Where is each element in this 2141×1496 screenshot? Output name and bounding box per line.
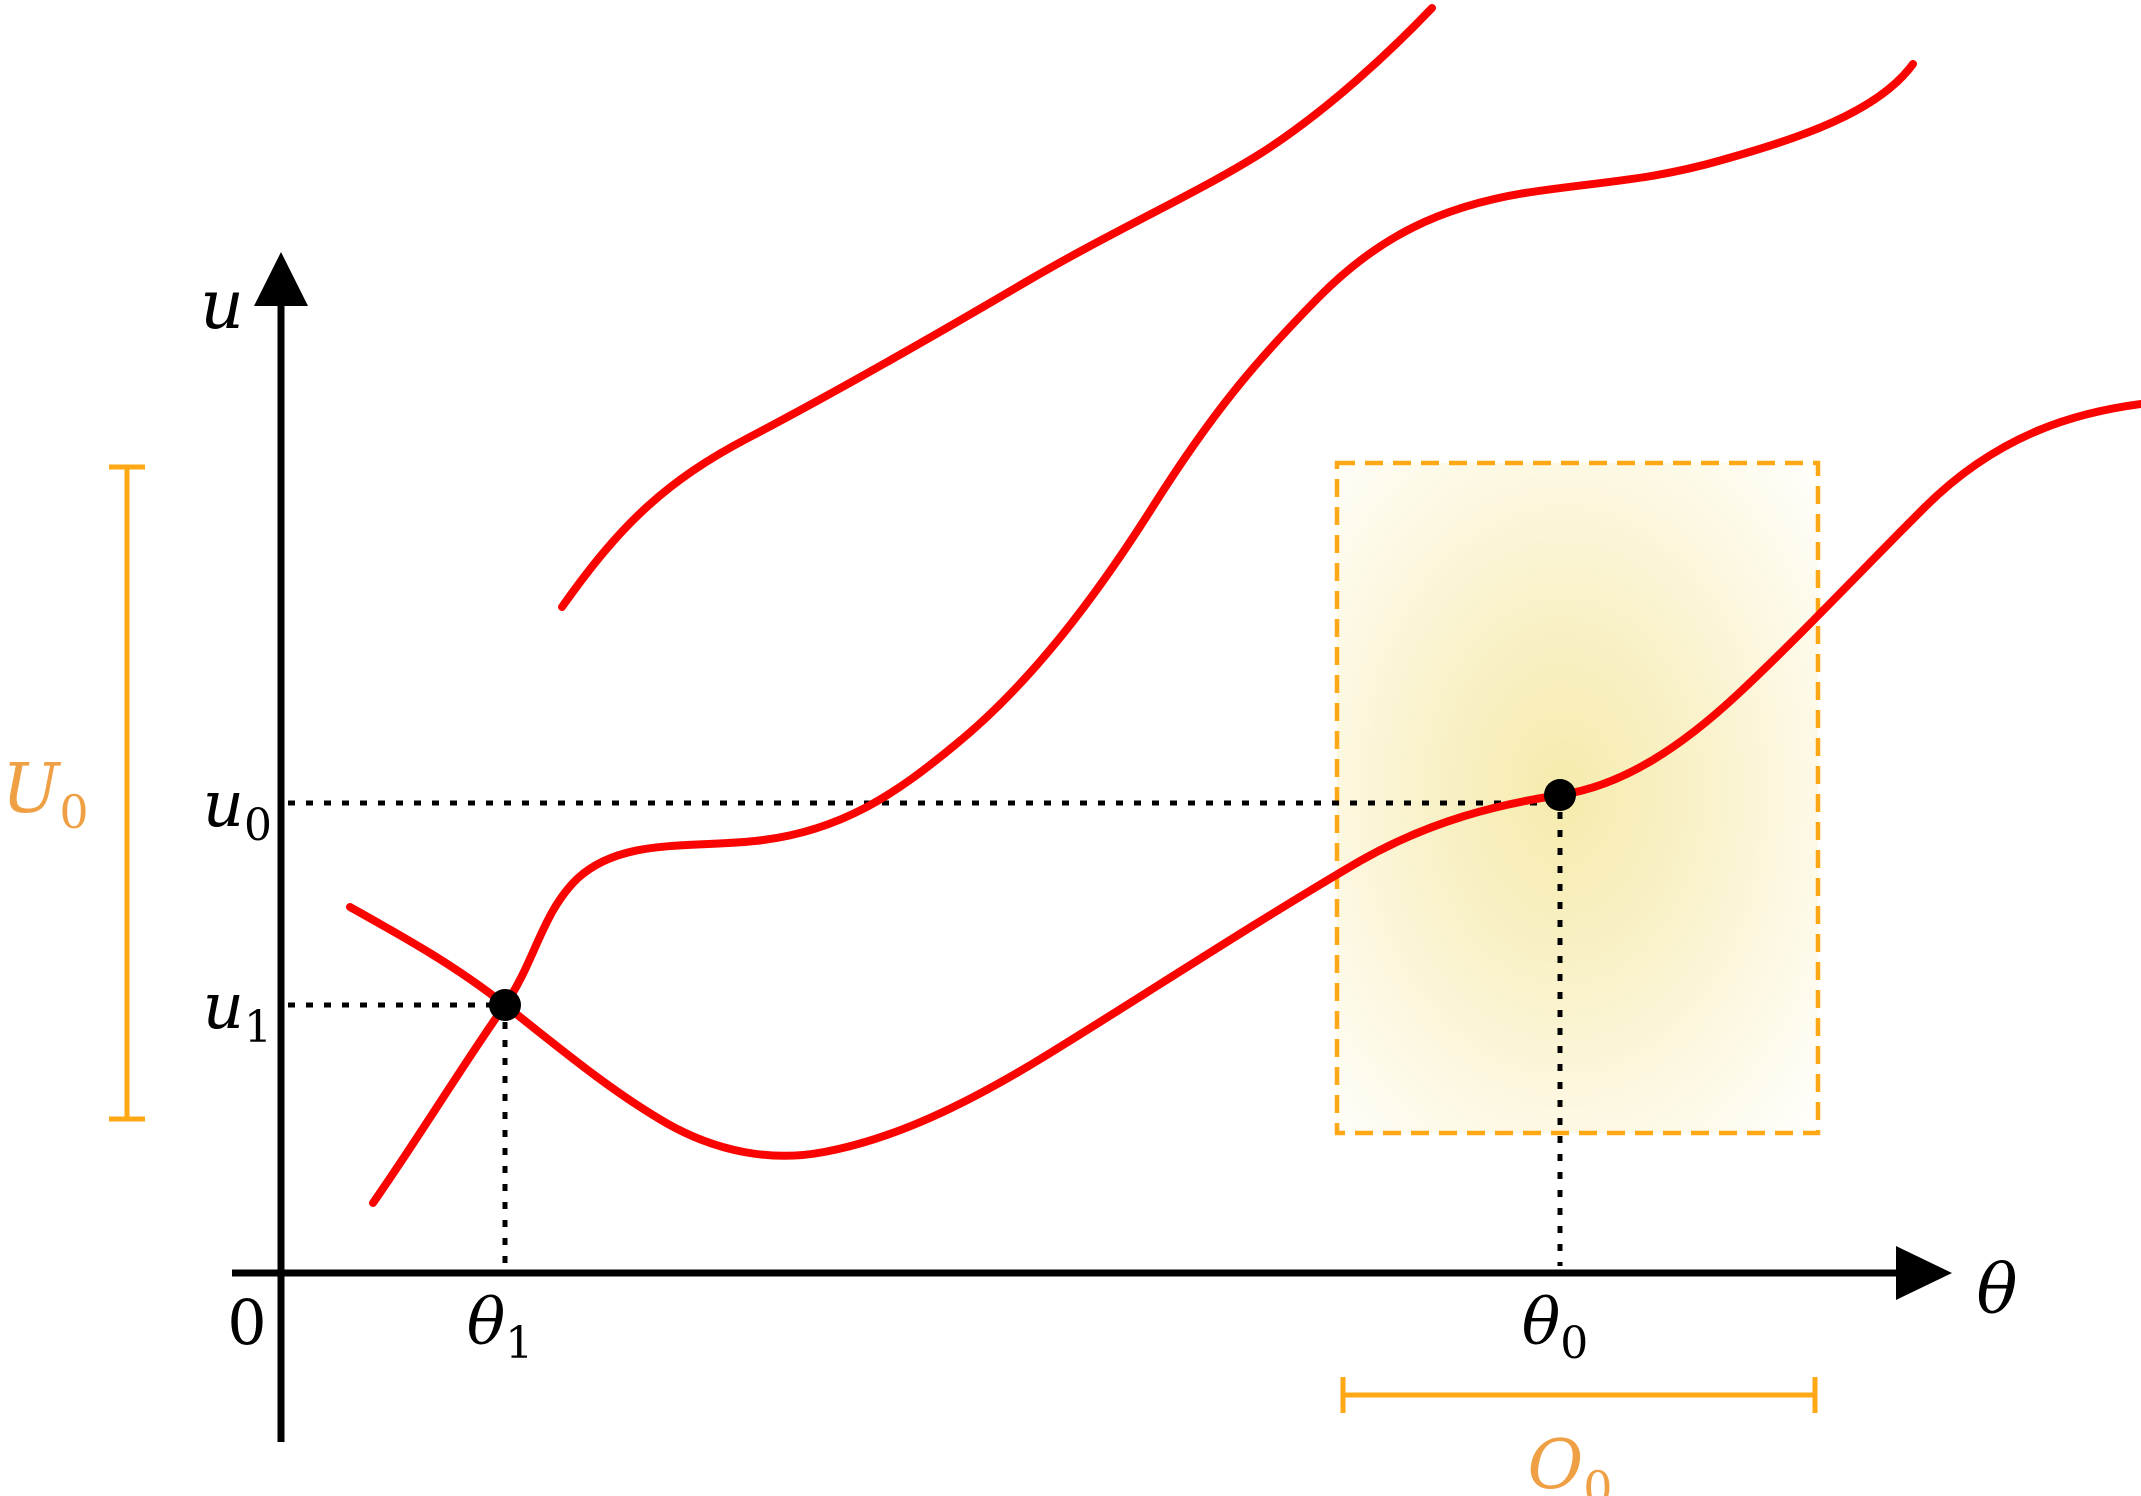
red-curve-top <box>558 4 1436 611</box>
theta1-label: θ1 <box>467 1286 534 1369</box>
origin-label: 0 <box>227 1286 266 1359</box>
y-axis-label: u <box>200 266 244 345</box>
u1-label: u1 <box>203 970 272 1053</box>
point-theta1-u1 <box>489 989 521 1021</box>
U0-interval-label: U0 <box>2 750 89 839</box>
x-axis-arrow-icon <box>1896 1246 1952 1300</box>
y-axis-arrow-icon <box>254 252 308 306</box>
neighborhood-box <box>1334 460 1821 1136</box>
x-axis-label: θ <box>1977 1251 2018 1330</box>
point-theta0-u0 <box>1544 779 1576 811</box>
u-interval-bracket <box>109 464 145 1122</box>
red-curve-bottom <box>346 400 2141 1160</box>
O0-interval-label: O0 <box>1527 1426 1612 1496</box>
u0-label: u0 <box>203 768 272 851</box>
red-curve-middle <box>369 60 1917 1207</box>
theta-interval-bracket <box>1340 1377 1818 1413</box>
theta0-label: θ0 <box>1522 1286 1589 1369</box>
